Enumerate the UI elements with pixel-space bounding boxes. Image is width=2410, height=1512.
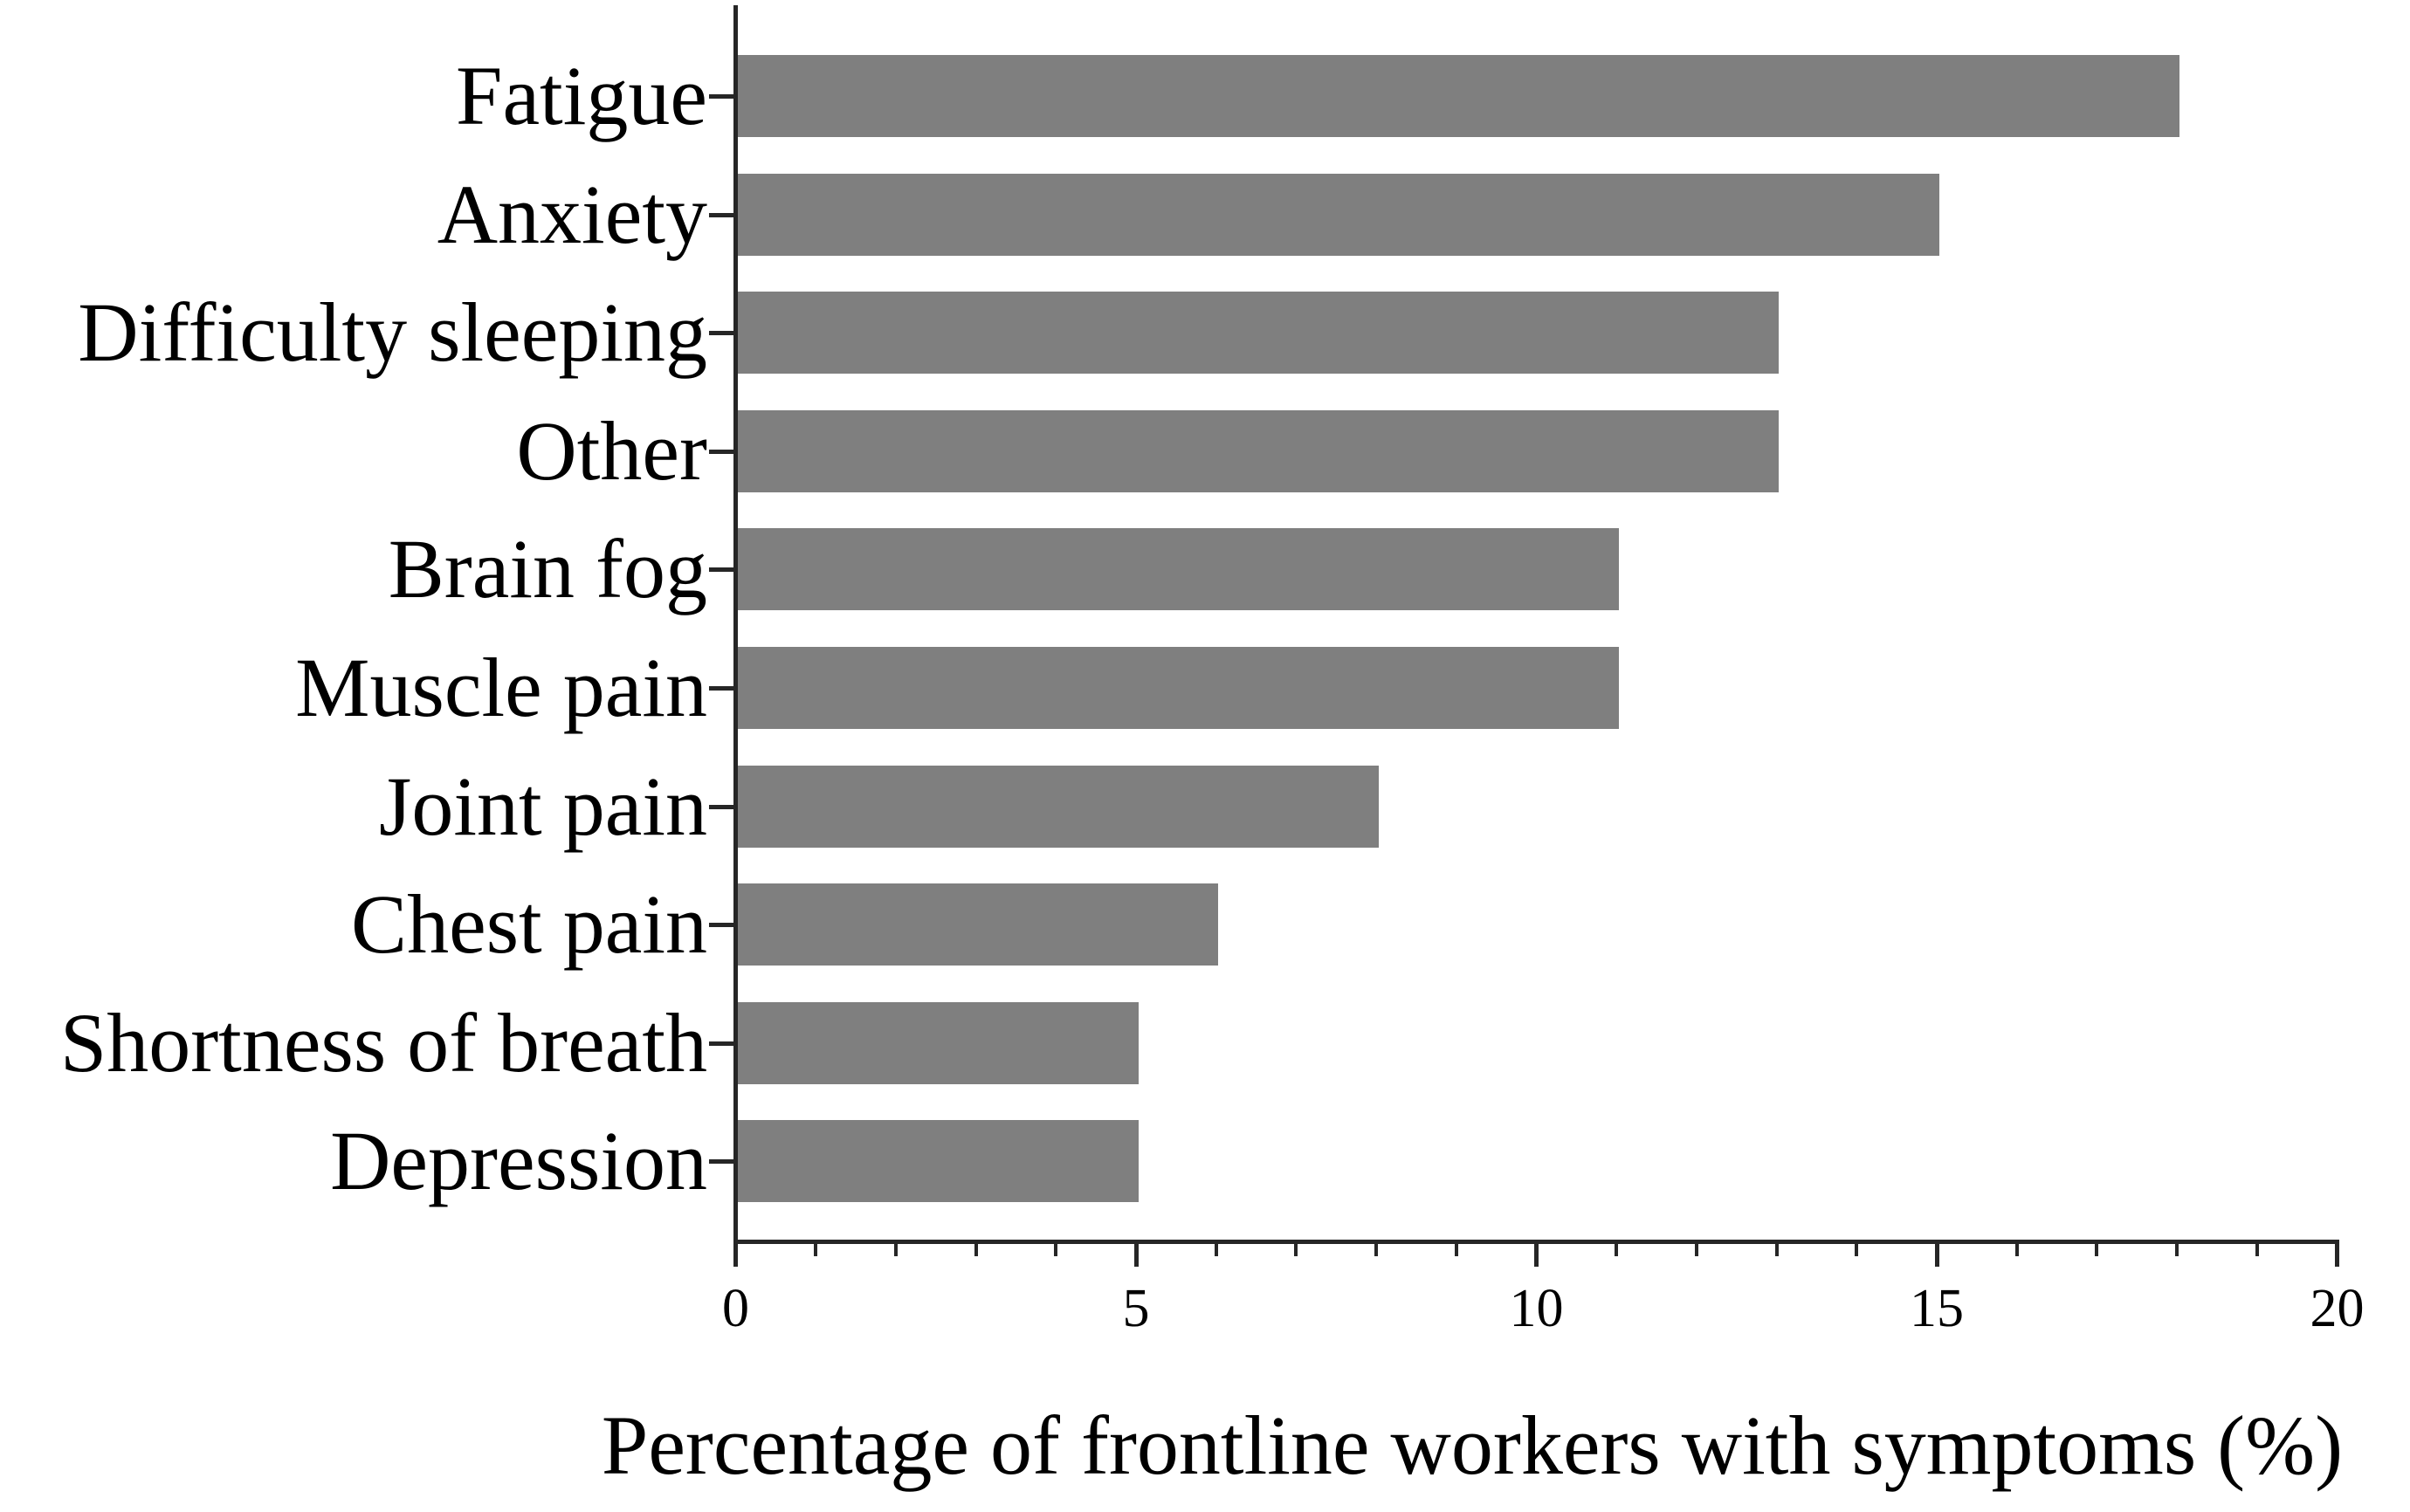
x-tick-label: 20 — [2310, 1279, 2365, 1338]
bar — [738, 647, 1619, 729]
category-label: Anxiety — [437, 167, 707, 261]
y-tick — [709, 686, 733, 691]
x-tick-label: 15 — [1910, 1279, 1964, 1338]
x-major-tick — [1133, 1244, 1139, 1267]
category-label: Other — [516, 403, 707, 498]
y-tick — [709, 567, 733, 573]
x-minor-tick — [1454, 1244, 1458, 1256]
x-minor-tick — [2255, 1244, 2259, 1256]
x-tick-label: 10 — [1509, 1279, 1564, 1338]
category-label: Shortness of breath — [59, 995, 707, 1089]
bar — [738, 1120, 1139, 1203]
x-minor-tick — [1615, 1244, 1619, 1256]
y-tick — [709, 1159, 733, 1165]
y-tick — [709, 804, 733, 809]
x-minor-tick — [1294, 1244, 1298, 1256]
bar — [738, 883, 1218, 966]
x-minor-tick — [2014, 1244, 2019, 1256]
x-minor-tick — [1054, 1244, 1058, 1256]
bar — [738, 409, 1779, 492]
category-label: Muscle pain — [295, 641, 707, 734]
x-tick-label: 5 — [1122, 1279, 1150, 1338]
y-tick — [709, 1041, 733, 1046]
x-minor-tick — [1774, 1244, 1779, 1256]
x-major-tick — [1534, 1244, 1539, 1267]
y-tick — [709, 212, 733, 217]
x-minor-tick — [1855, 1244, 1859, 1256]
x-minor-tick — [1214, 1244, 1218, 1256]
category-label: Joint pain — [379, 759, 707, 853]
x-major-tick — [733, 1244, 738, 1267]
x-major-tick — [1934, 1244, 1939, 1267]
y-tick — [709, 331, 733, 336]
category-label: Chest pain — [351, 877, 707, 972]
x-major-tick — [2335, 1244, 2339, 1267]
category-label: Fatigue — [456, 49, 707, 142]
x-minor-tick — [1694, 1244, 1698, 1256]
x-axis-title: Percentage of frontline workers with sym… — [601, 1399, 2344, 1492]
x-minor-tick — [974, 1244, 978, 1256]
y-axis-line — [733, 5, 738, 1244]
x-minor-tick — [1374, 1244, 1379, 1256]
x-minor-tick — [2175, 1244, 2179, 1256]
bar — [738, 55, 2179, 137]
bar — [738, 765, 1379, 848]
bar — [738, 1001, 1139, 1084]
y-tick — [709, 94, 733, 99]
category-label: Depression — [330, 1114, 707, 1208]
category-label: Difficulty sleeping — [78, 285, 707, 380]
y-tick — [709, 923, 733, 928]
x-minor-tick — [2095, 1244, 2099, 1256]
x-tick-label: 0 — [722, 1279, 749, 1338]
bar — [738, 528, 1619, 611]
y-tick — [709, 449, 733, 454]
x-axis-line — [733, 1240, 2339, 1244]
x-minor-tick — [893, 1244, 898, 1256]
x-minor-tick — [814, 1244, 818, 1256]
bar — [738, 292, 1779, 375]
bar — [738, 173, 1939, 256]
category-label: Brain fog — [388, 522, 707, 616]
